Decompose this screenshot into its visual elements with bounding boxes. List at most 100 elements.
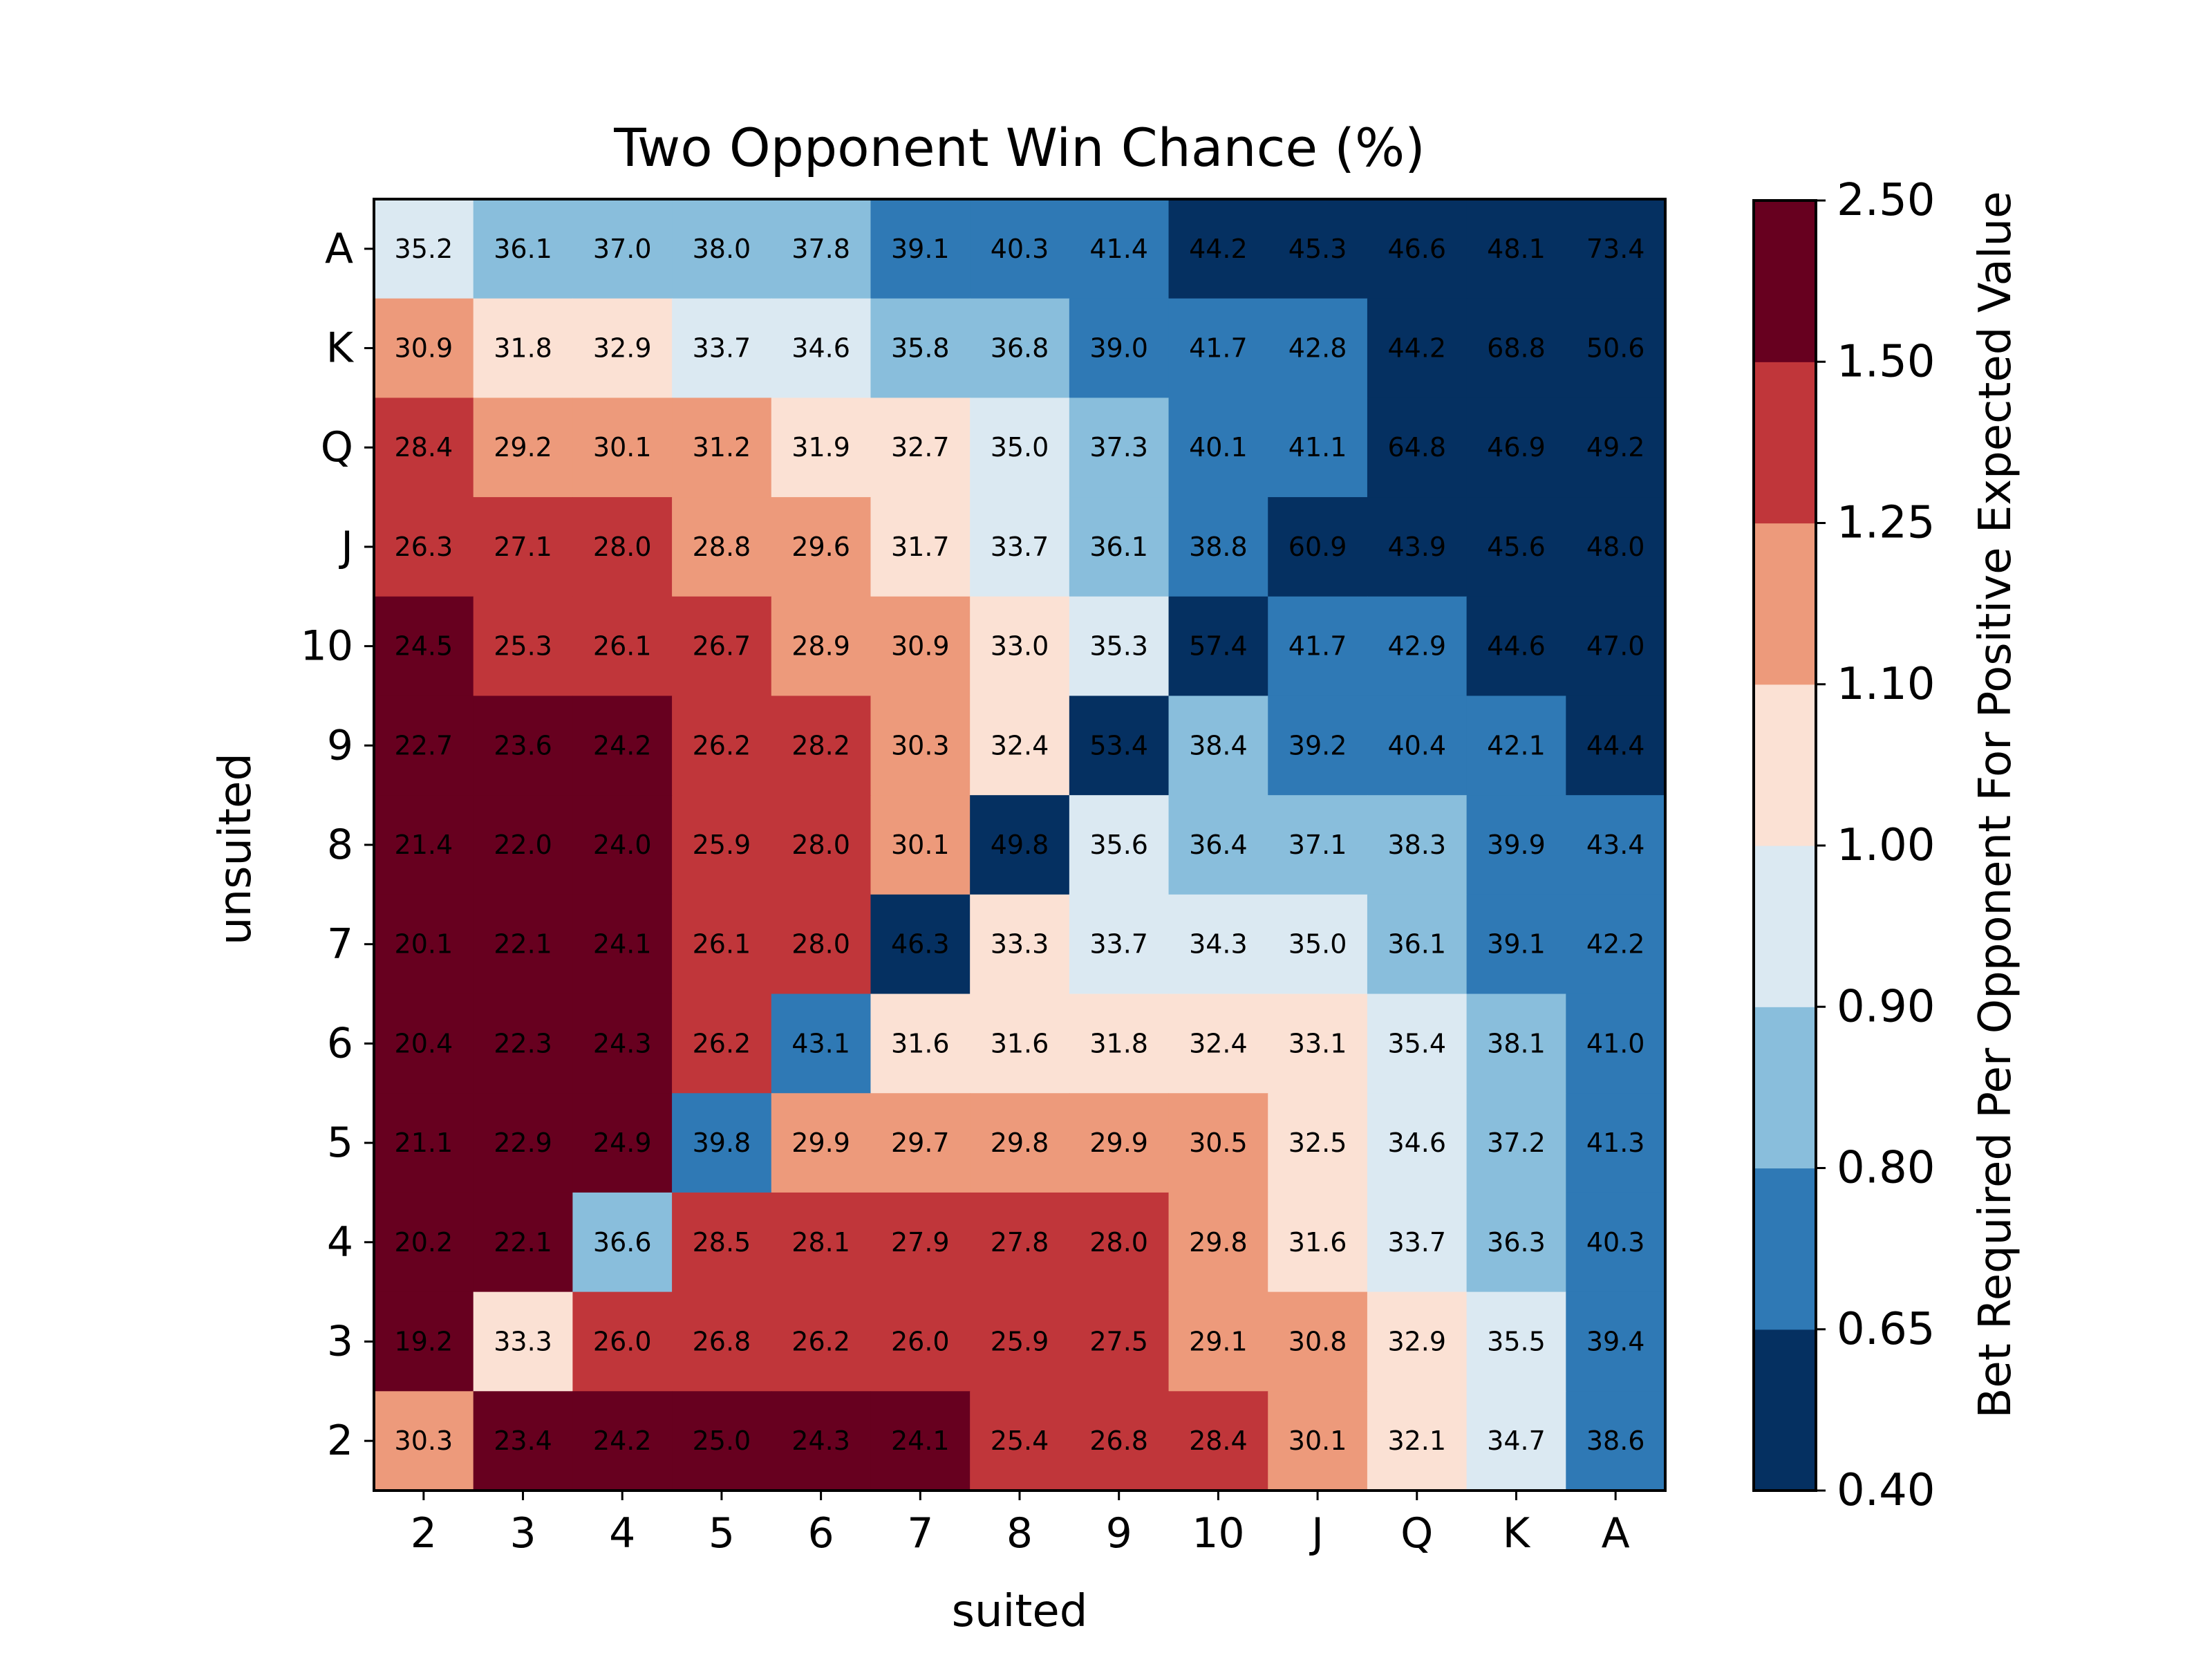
x-tick-label: A <box>1602 1509 1630 1558</box>
cell-value-label: 44.2 <box>1189 234 1248 264</box>
heatmap-cell <box>672 1291 772 1392</box>
cell-value-label: 30.3 <box>395 1426 453 1456</box>
x-tick-label: J <box>1309 1509 1324 1558</box>
heatmap-cell <box>374 695 474 796</box>
plot-frame <box>373 198 1667 1492</box>
heatmap-cell <box>870 398 971 498</box>
cell-value-label: 24.3 <box>791 1426 850 1456</box>
heatmap-cell <box>870 1291 971 1392</box>
cell-value-label: 28.0 <box>593 532 652 562</box>
x-tick-label: 4 <box>609 1509 635 1558</box>
cell-value-label: 33.7 <box>1387 1227 1446 1258</box>
cell-value-label: 38.1 <box>1487 1028 1546 1058</box>
colorbar-band <box>1754 362 1816 524</box>
y-axis-label: unsuited <box>210 753 261 945</box>
heatmap-cell <box>1566 695 1666 796</box>
heatmap-cell <box>1268 199 1368 299</box>
cell-value-label: 29.2 <box>494 432 552 463</box>
cell-value-label: 57.4 <box>1189 631 1248 662</box>
cell-value-label: 31.6 <box>991 1028 1049 1058</box>
cell-value-label: 41.1 <box>1288 432 1347 463</box>
heatmap-cell <box>672 695 772 796</box>
cell-value-label: 36.4 <box>1189 830 1248 860</box>
heatmap-cell <box>672 298 772 398</box>
cell-value-label: 28.4 <box>395 432 453 463</box>
cell-value-label: 46.3 <box>891 929 950 960</box>
cell-value-label: 29.6 <box>791 532 850 562</box>
heatmap-cell <box>970 596 1070 697</box>
cell-value-label: 31.7 <box>891 532 950 562</box>
cell-value-label: 44.4 <box>1586 730 1645 760</box>
cell-value-label: 37.0 <box>593 234 652 264</box>
cell-value-label: 28.0 <box>791 830 850 860</box>
cell-value-label: 29.8 <box>991 1128 1049 1158</box>
cell-value-label: 44.6 <box>1487 631 1546 662</box>
cell-value-label: 26.8 <box>1089 1426 1148 1456</box>
cell-value-label: 39.9 <box>1487 830 1546 860</box>
colorbar-band <box>1754 1329 1816 1491</box>
heatmap-cell <box>771 497 872 597</box>
heatmap-cell <box>1168 894 1268 995</box>
cell-value-label: 24.9 <box>593 1128 652 1158</box>
cell-value-label: 40.3 <box>1586 1227 1645 1258</box>
cell-value-label: 46.9 <box>1487 432 1546 463</box>
heatmap-cell <box>473 1291 573 1392</box>
cell-value-label: 45.3 <box>1288 234 1347 264</box>
cell-value-label: 47.0 <box>1586 631 1645 662</box>
cell-value-label: 34.7 <box>1487 1426 1546 1456</box>
cell-value-label: 26.2 <box>693 1028 751 1058</box>
colorbar-tick-label: 0.80 <box>1837 1143 1936 1194</box>
cell-value-label: 23.6 <box>494 730 552 760</box>
colorbar-tick-label: 0.40 <box>1837 1465 1936 1516</box>
cell-value-label: 26.3 <box>395 532 453 562</box>
chart-title: Two Opponent Win Chance (%) <box>613 117 1425 178</box>
cell-value-label: 48.0 <box>1586 532 1645 562</box>
heatmap-cell <box>1069 695 1170 796</box>
x-tick-label: 3 <box>509 1509 536 1558</box>
cell-value-label: 26.2 <box>693 730 751 760</box>
cell-value-label: 28.8 <box>693 532 751 562</box>
cell-value-label: 31.8 <box>1089 1028 1148 1058</box>
cell-value-label: 26.1 <box>593 631 652 662</box>
cell-value-label: 37.1 <box>1288 830 1347 860</box>
heatmap-cell <box>1168 1093 1268 1193</box>
cell-value-label: 29.9 <box>1089 1128 1148 1158</box>
cell-value-label: 35.2 <box>395 234 453 264</box>
heatmap-cell <box>473 199 573 299</box>
cell-value-label: 37.8 <box>791 234 850 264</box>
y-tick-label: 7 <box>327 920 353 969</box>
heatmap-cell <box>1069 1391 1170 1491</box>
cell-value-label: 33.7 <box>1089 929 1148 960</box>
x-tick-label: Q <box>1400 1509 1433 1558</box>
cell-value-label: 36.1 <box>1387 929 1446 960</box>
heatmap-cell <box>572 1391 673 1491</box>
heatmap-cell <box>870 795 971 895</box>
heatmap-cell <box>1566 1093 1666 1193</box>
colorbar-band <box>1754 200 1816 362</box>
heatmap-cell <box>771 695 872 796</box>
heatmap-cell <box>1367 695 1468 796</box>
cell-value-label: 42.1 <box>1487 730 1546 760</box>
heatmap-cell <box>374 497 474 597</box>
colorbar-band <box>1754 684 1816 846</box>
heatmap-cell <box>771 199 872 299</box>
heatmap-cell <box>1268 1291 1368 1392</box>
heatmap-cell <box>374 596 474 697</box>
cell-value-label: 27.9 <box>891 1227 950 1258</box>
heatmap-cell <box>1466 398 1566 498</box>
heatmap-cell <box>1168 1291 1268 1392</box>
cell-value-label: 36.8 <box>991 333 1049 364</box>
cell-value-label: 37.2 <box>1487 1128 1546 1158</box>
heatmap-cell <box>970 1093 1070 1193</box>
heatmap-cell <box>1367 398 1468 498</box>
heatmap-cell <box>1566 993 1666 1094</box>
heatmap-cell <box>1069 497 1170 597</box>
heatmap-cell <box>1367 497 1468 597</box>
heatmap-cell <box>870 1093 971 1193</box>
cell-value-label: 35.8 <box>891 333 950 364</box>
cell-value-label: 39.1 <box>1487 929 1546 960</box>
heatmap-cell <box>672 398 772 498</box>
cell-value-label: 42.8 <box>1288 333 1347 364</box>
heatmap-cell <box>572 993 673 1094</box>
x-tick-label: 2 <box>411 1509 437 1558</box>
